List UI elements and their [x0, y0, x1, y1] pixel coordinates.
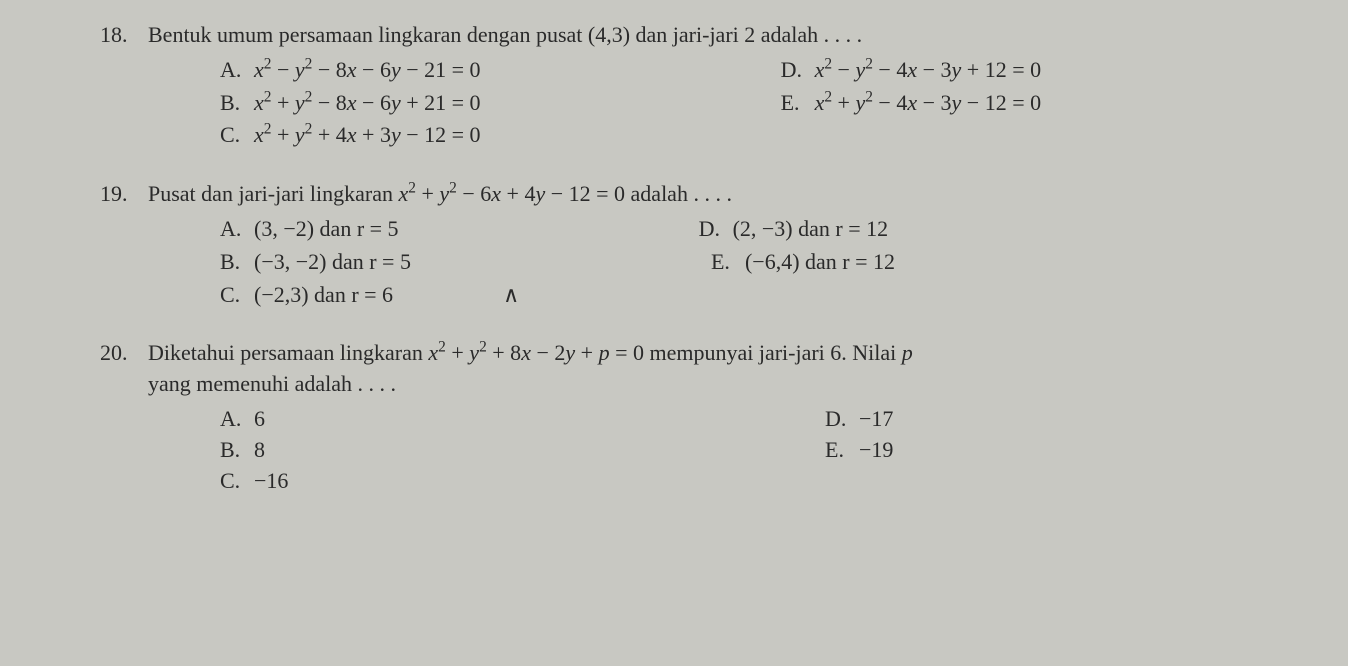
option-letter: B.	[220, 247, 254, 278]
question-20: 20. Diketahui persamaan lingkaran x2 + y…	[100, 338, 1268, 496]
options-block: A. 6 D. −17 B. 8 E. −19 C. −16	[220, 404, 1268, 496]
option-text: 8	[254, 435, 265, 466]
option-text: x2 + y2 + 4x + 3y − 12 = 0	[254, 120, 481, 151]
options-block: A. x2 − y2 − 8x − 6y − 21 = 0 D. x2 − y2…	[220, 55, 1268, 151]
question-19: 19. Pusat dan jari-jari lingkaran x2 + y…	[100, 179, 1268, 310]
option-text: −19	[859, 435, 893, 466]
option-letter: D.	[825, 404, 859, 435]
option-text: (2, −3) dan r = 12	[733, 214, 889, 245]
option-letter: A.	[220, 404, 254, 435]
option-text: (−2,3) dan r = 6	[254, 280, 393, 311]
option-e: E. x2 + y2 − 4x − 3y − 12 = 0	[781, 88, 1042, 119]
option-text: (−3, −2) dan r = 5	[254, 247, 411, 278]
question-text-line2: yang memenuhi adalah . . . .	[148, 369, 1268, 400]
option-text: x2 + y2 − 4x − 3y − 12 = 0	[815, 88, 1042, 119]
question-text: Diketahui persamaan lingkaran x2 + y2 + …	[148, 338, 1268, 400]
option-text: −17	[859, 404, 893, 435]
option-a: A. (3, −2) dan r = 5	[220, 214, 399, 245]
option-text: 6	[254, 404, 265, 435]
question-18: 18. Bentuk umum persamaan lingkaran deng…	[100, 20, 1268, 151]
option-letter: C.	[220, 466, 254, 497]
option-text: (−6,4) dan r = 12	[745, 247, 895, 278]
option-c: C. −16	[220, 466, 288, 497]
question-number: 19.	[100, 179, 148, 210]
option-letter: A.	[220, 214, 254, 245]
option-letter: A.	[220, 55, 254, 86]
option-a: A. x2 − y2 − 8x − 6y − 21 = 0	[220, 55, 481, 86]
question-text: Bentuk umum persamaan lingkaran dengan p…	[148, 20, 1268, 51]
option-text: x2 − y2 − 4x − 3y + 12 = 0	[815, 55, 1042, 86]
question-number: 20.	[100, 338, 148, 369]
option-text: (3, −2) dan r = 5	[254, 214, 399, 245]
option-text: −16	[254, 466, 288, 497]
caret-mark-icon: ∧	[503, 280, 519, 311]
option-letter: E.	[781, 88, 815, 119]
question-number: 18.	[100, 20, 148, 51]
option-d: D. x2 − y2 − 4x − 3y + 12 = 0	[781, 55, 1042, 86]
option-d: D. −17	[825, 404, 893, 435]
option-text: x2 − y2 − 8x − 6y − 21 = 0	[254, 55, 481, 86]
option-letter: E.	[711, 247, 745, 278]
option-letter: C.	[220, 120, 254, 151]
option-text: x2 + y2 − 8x − 6y + 21 = 0	[254, 88, 481, 119]
option-letter: D.	[781, 55, 815, 86]
option-e: E. (−6,4) dan r = 12	[711, 247, 895, 278]
option-letter: B.	[220, 435, 254, 466]
option-b: B. (−3, −2) dan r = 5	[220, 247, 411, 278]
option-letter: C.	[220, 280, 254, 311]
question-text: Pusat dan jari-jari lingkaran x2 + y2 − …	[148, 179, 1268, 210]
question-header: 18. Bentuk umum persamaan lingkaran deng…	[100, 20, 1268, 51]
option-b: B. x2 + y2 − 8x − 6y + 21 = 0	[220, 88, 481, 119]
option-d: D. (2, −3) dan r = 12	[699, 214, 889, 245]
option-letter: E.	[825, 435, 859, 466]
option-b: B. 8	[220, 435, 265, 466]
option-e: E. −19	[825, 435, 893, 466]
option-letter: B.	[220, 88, 254, 119]
option-a: A. 6	[220, 404, 265, 435]
question-header: 19. Pusat dan jari-jari lingkaran x2 + y…	[100, 179, 1268, 210]
options-block: A. (3, −2) dan r = 5 D. (2, −3) dan r = …	[220, 214, 1268, 310]
option-c: C. x2 + y2 + 4x + 3y − 12 = 0	[220, 120, 481, 151]
option-c: C. (−2,3) dan r = 6 ∧	[220, 280, 519, 311]
option-letter: D.	[699, 214, 733, 245]
question-header: 20. Diketahui persamaan lingkaran x2 + y…	[100, 338, 1268, 400]
